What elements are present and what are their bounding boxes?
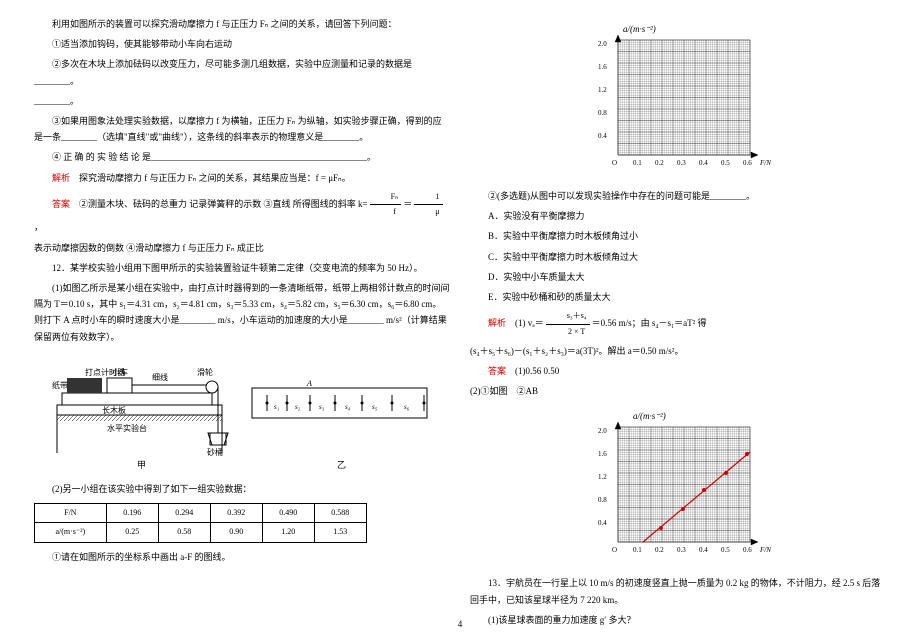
svg-text:0.3: 0.3 [677,546,686,554]
svg-text:砂桶: 砂桶 [207,447,223,457]
svg-text:0.6: 0.6 [743,546,752,554]
svg-text:0.3: 0.3 [677,159,686,167]
svg-text:F/N: F/N [759,159,771,167]
svg-text:0.4: 0.4 [699,546,708,554]
svg-text:a/(m·s⁻²): a/(m·s⁻²) [633,411,666,421]
svg-text:0.4: 0.4 [699,159,708,167]
svg-text:F/N: F/N [759,546,771,554]
answer-text: ②测量木块、砝码的总重力 记录弹簧秤的示数 ③直线 所得图线的斜率 k= [79,199,368,209]
svg-text:乙: 乙 [337,460,346,470]
svg-text:0.2: 0.2 [655,159,664,167]
svg-text:1.2: 1.2 [598,473,607,481]
analysis: 解析 探究滑动摩擦力 f 与正压力 Fₙ 之间的关系，其结果应当是：f = μF… [34,170,450,186]
opt-d: D．实验中小车质量太大 [470,269,886,285]
q12: 12．某学校实验小组用下图甲所示的实验装置验证牛顿第二定律（交变电流的频率为 5… [34,260,450,276]
svg-text:1.2: 1.2 [598,86,607,94]
svg-text:s₂: s₂ [295,403,301,411]
data-table: F/N 0.1960.2940.3920.4900.588 a/(m·s⁻²) … [34,503,367,543]
chart-filled: a/(m·s⁻²) 0.4 0.8 1.2 1.6 2.0 0.1 0.2 0.3 0.4… [470,407,886,567]
answer-cont: 表示动摩擦因数的倒数 ④滑动摩擦力 f 与正压力 Fₙ 成正比 [34,240,450,256]
chart-blank: a/(m·s⁻²) 0.4 0.8 1.2 1.6 2.0 0.1 0.2 0.3 0.4… [470,20,886,180]
q13-1: (1)该星球表面的重力加速度 g′ 多大？ [470,612,886,628]
th-F: F/N [35,503,107,522]
answer-label: 答案 [52,199,70,209]
q12-1: (1)如图乙所示是某小组在实验中，由打点计时器得到的一条清晰纸带，纸带上两相邻计… [34,280,450,345]
svg-text:长木板: 长木板 [102,405,126,415]
q3: ③如果用图象法处理实验数据，以摩擦力 f 为横轴，正压力 Fₙ 为纵轴，如实验步… [34,113,450,145]
th-a: a/(m·s⁻²) [35,523,107,542]
experiment-diagram: 打点计时器 小车 细线 滑轮 纸带 长木板 水平实验台 砂桶 甲 A s₁s₂s… [34,353,450,473]
svg-text:水平实验台: 水平实验台 [107,423,147,433]
answer-label-r: 答案 [488,366,506,376]
fraction-icon: s₃＋s₄2 × T [546,309,590,339]
svg-text:0.1: 0.1 [633,546,642,554]
opt-b: B．实验中平衡摩擦力时木板倾角过小 [470,228,886,244]
svg-text:0.8: 0.8 [598,109,607,117]
svg-text:s₁: s₁ [274,403,279,411]
svg-text:纸带: 纸带 [52,380,68,390]
opt-a: A．实验没有平衡摩擦力 [470,208,886,224]
opt-e: E．实验中砂桶和砂的质量太大 [470,289,886,305]
svg-text:1.6: 1.6 [598,450,607,458]
svg-text:0.5: 0.5 [721,546,730,554]
svg-text:甲: 甲 [137,460,146,470]
svg-text:A: A [306,379,312,388]
q12-2-1: ①请在如图所示的坐标系中画出 a-F 的图线。 [34,549,450,565]
opt-c: C．实验中平衡摩擦力时木板倾角过大 [470,249,886,265]
svg-text:s₅: s₅ [372,403,378,411]
svg-text:1.6: 1.6 [598,63,607,71]
q-multi: ②(多选题)从图中可以发现实验操作中存在的问题可能是________。 [470,188,886,204]
svg-text:0.1: 0.1 [633,159,642,167]
answer-r: 答案 (1)0.56 0.50 [470,363,886,379]
svg-text:0.2: 0.2 [655,546,664,554]
q2-blank: ________。 [34,93,450,109]
analysis-text: 探究滑动摩擦力 f 与正压力 Fₙ 之间的关系，其结果应当是：f = μFₙ。 [79,173,351,183]
svg-text:0.8: 0.8 [598,496,607,504]
svg-text:小车: 小车 [112,367,128,377]
y-axis-label: a/(m·s⁻²) [623,24,656,34]
svg-text:s₄: s₄ [345,403,351,411]
svg-text:2.0: 2.0 [598,427,607,435]
q13: 13．宇航员在一行星上以 10 m/s 的初速度竖直上抛一质量为 0.2 kg … [470,575,886,607]
q1: ①适当添加钩码，使其能够带动小车向右运动 [34,36,450,52]
svg-text:O: O [612,159,617,167]
svg-text:s₃: s₃ [319,403,325,411]
analysis-r2: (s₄＋s₅＋s₆)－(s₁＋s₂＋s₃)＝a(3T)²。解出 a＝0.50 m… [470,343,886,359]
answer-r2: (2)①如图 ②AB [470,383,886,399]
svg-text:0.5: 0.5 [721,159,730,167]
svg-text:2.0: 2.0 [598,40,607,48]
answer: 答案 ②测量木块、砝码的总重力 记录弹簧秤的示数 ③直线 所得图线的斜率 k=F… [34,190,450,236]
fraction-icon: Fₙf [370,190,402,220]
analysis-label: 解析 [52,173,70,183]
svg-text:滑轮: 滑轮 [197,367,213,377]
q4: ④ 正 确 的 实 验 结 论 是_______________________… [34,149,450,165]
svg-text:O: O [612,546,617,554]
q2: ②多次在木块上添加砝码以改变压力，尽可能多测几组数据，实验中应测量和记录的数据是… [34,56,450,88]
analysis-r: 解析 (1) vₐ＝s₃＋s₄2 × T＝0.56 m/s；由 s₄－s₁＝aT… [470,309,886,339]
svg-text:0.4: 0.4 [598,519,607,527]
q12-2: (2)另一小组在该实验中得到了如下一组实验数据： [34,481,450,497]
page-number: 4 [458,619,463,629]
svg-text:细线: 细线 [152,372,168,382]
svg-text:0.6: 0.6 [743,159,752,167]
svg-text:0.4: 0.4 [598,132,607,140]
fraction-icon: 1μ [414,190,442,220]
svg-text:s₆: s₆ [404,403,410,411]
intro-text: 利用如图所示的装置可以探究滑动摩擦力 f 与正压力 Fₙ 之间的关系，请回答下列… [34,16,450,32]
analysis-label-r: 解析 [488,318,506,328]
